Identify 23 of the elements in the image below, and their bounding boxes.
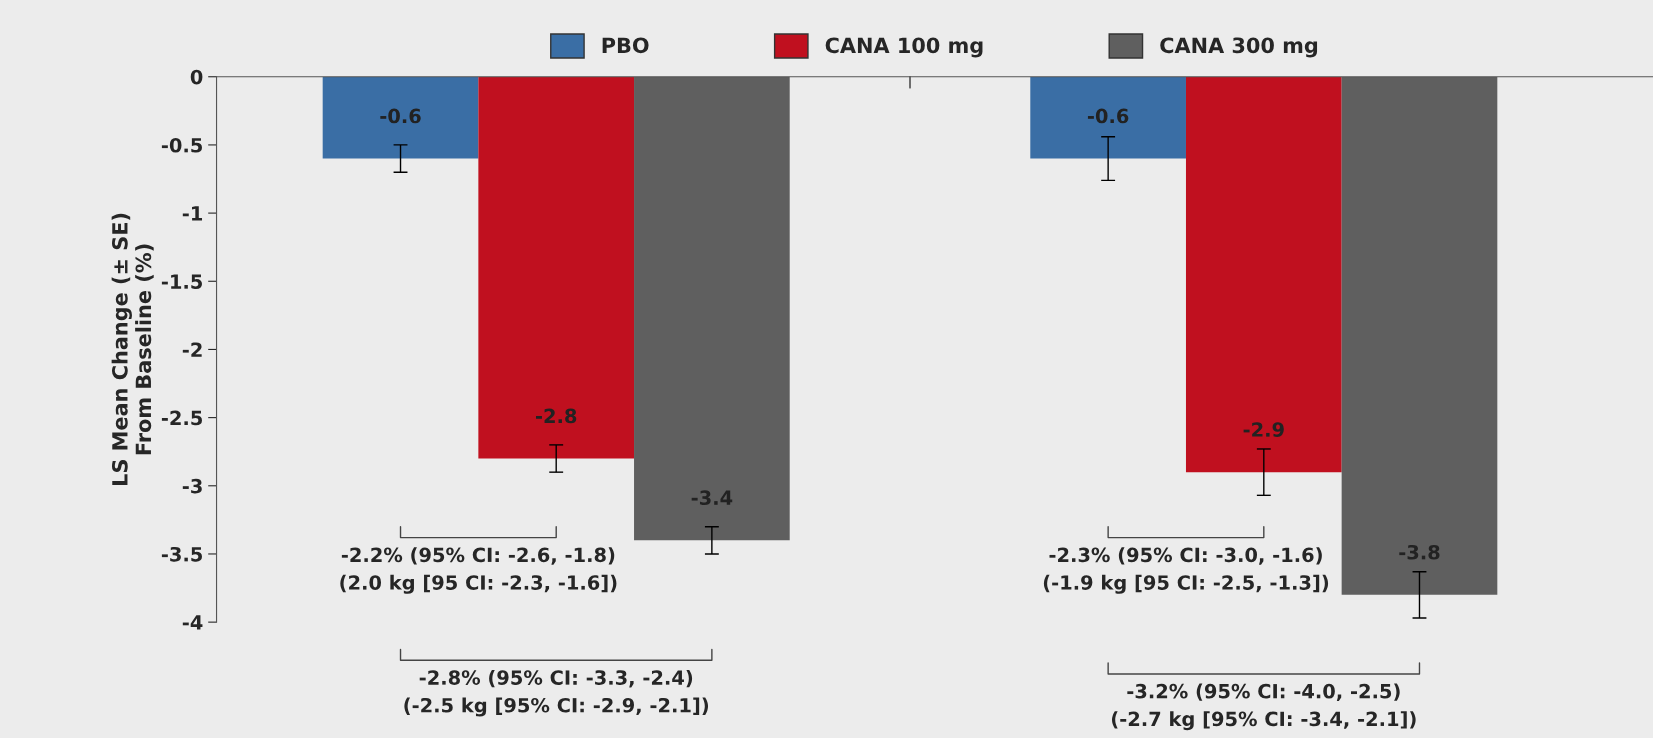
y-tick-label: -2.5 <box>161 410 202 426</box>
data-label: -3.8 <box>1399 544 1440 560</box>
y-tick-label: -2 <box>182 342 202 357</box>
data-label: -2.9 <box>1243 422 1284 437</box>
annotation: -2.2% (95% CI: -2.6, -1.8) (2.0 kg [95 CI: -2.3, -1.6]) <box>340 547 617 594</box>
y-tick-label: -1.5 <box>161 274 202 289</box>
y-tick-label: -3 <box>182 478 202 494</box>
legend-label: CANA 300 mg <box>1160 37 1318 58</box>
y-tick-label: -3.5 <box>161 546 202 562</box>
y-tick-label: -4 <box>182 615 203 630</box>
text: -2.8% (95% CI: -3.3, -2.4) (-2.5 kg [95% CI: -2.9, -2.1]) <box>404 669 709 717</box>
legend-label: CANA 100 mg <box>825 37 983 58</box>
y-tick-label: 0 <box>190 69 203 85</box>
data-label: -0.6 <box>1087 108 1129 124</box>
data-label: -0.6 <box>380 108 421 124</box>
y-axis-title: LS Mean Change (± SE) From Baseline (%) <box>111 213 154 485</box>
y-tick-label: -0.5 <box>161 137 202 153</box>
annotation: -2.3% (95% CI: -3.0, -1.6) (-1.9 kg [95 CI: -2.5, -1.3]) <box>1043 547 1329 594</box>
y-tick-label: -1 <box>182 206 203 221</box>
data-label: -2.8 <box>536 408 577 424</box>
data-label: -3.4 <box>691 490 733 506</box>
text: -3.2% (95% CI: -4.0, -2.5) (-2.7 kg [95% CI: -3.4, -2.1]) <box>1111 683 1416 731</box>
legend-label: PBO <box>602 37 649 54</box>
